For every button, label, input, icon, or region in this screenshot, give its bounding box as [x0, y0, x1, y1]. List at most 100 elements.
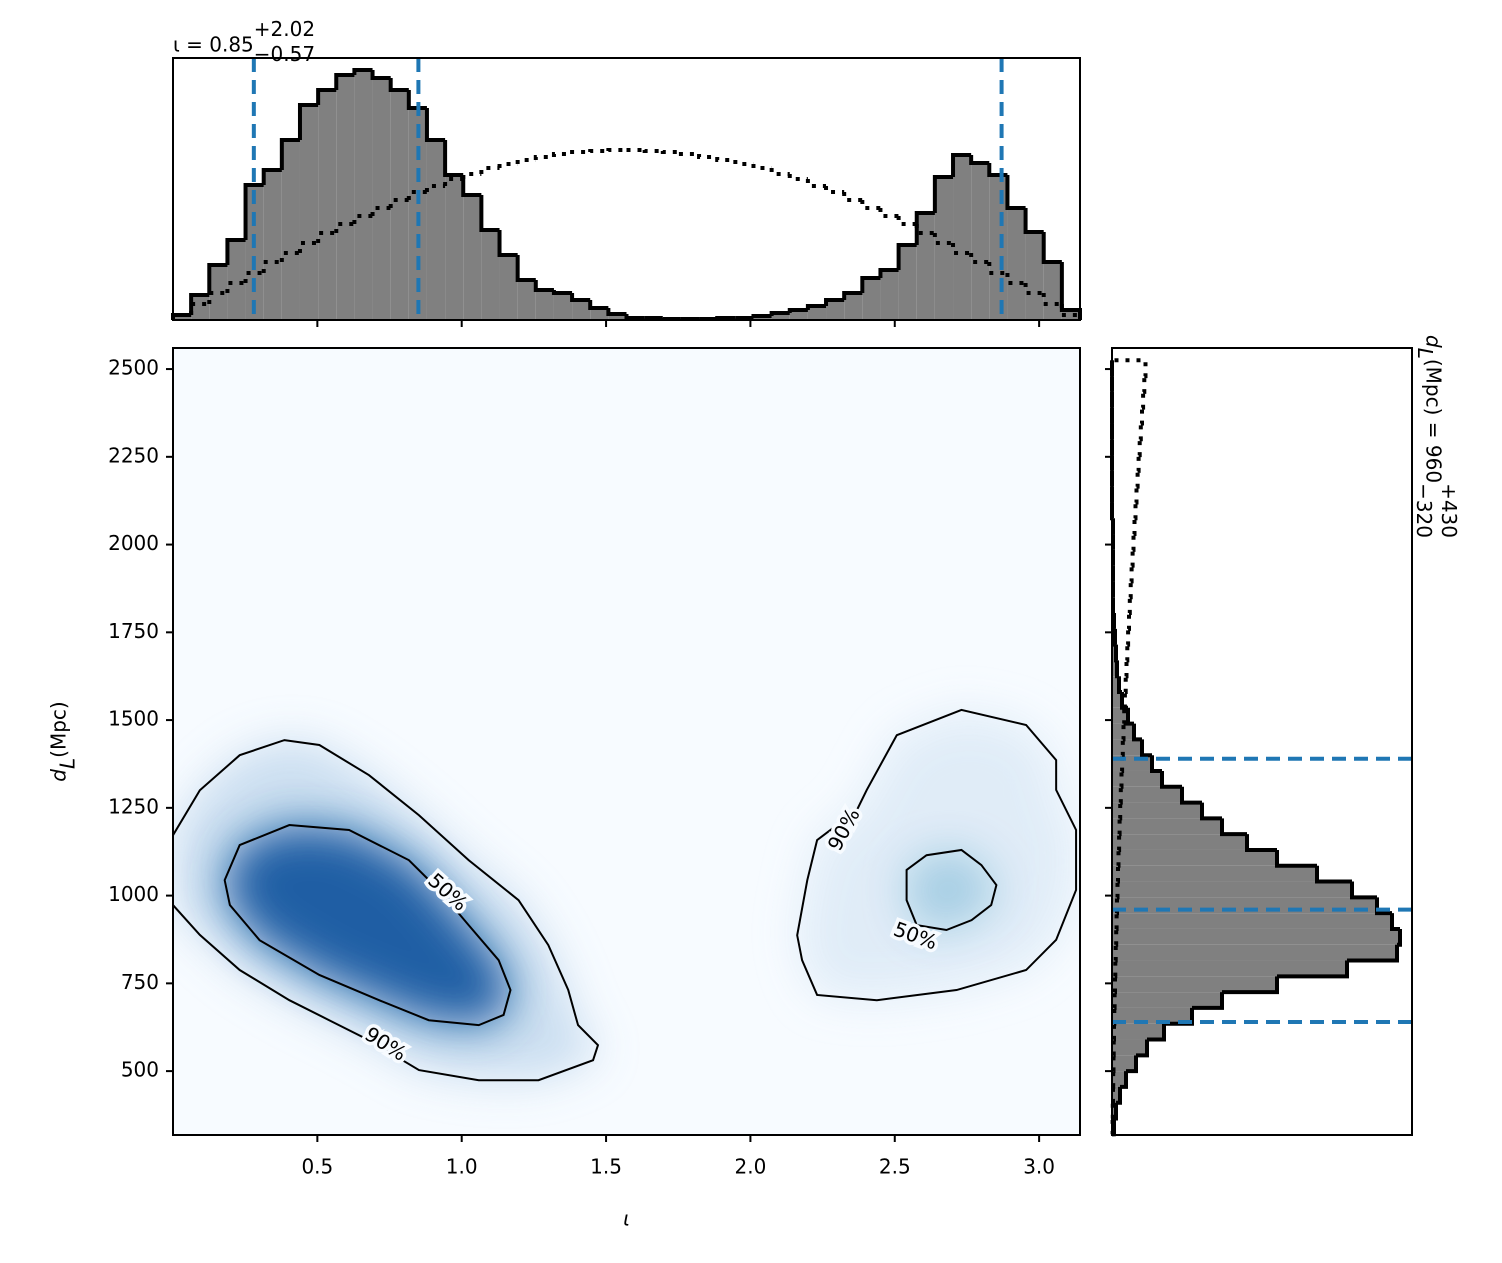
prior-histogram — [1127, 613, 1131, 631]
histogram-outline — [824, 298, 845, 306]
x-tick-label: 0.5 — [301, 1155, 333, 1179]
histogram-outline — [1041, 232, 1062, 264]
prior-histogram — [1115, 881, 1120, 900]
prior-histogram — [1129, 565, 1134, 584]
histogram-outline — [1126, 1055, 1138, 1074]
histogram-bar — [390, 90, 409, 320]
prior-histogram — [914, 224, 935, 235]
panel-title: dL (Mpc) = 960+430−320 — [1412, 335, 1461, 538]
histogram-bar — [1112, 834, 1247, 850]
y-tick-label: 2250 — [108, 443, 159, 467]
histogram-bar — [826, 300, 845, 320]
histogram-bar — [173, 315, 192, 320]
histogram-outline — [1245, 834, 1277, 852]
y-axis-label: dL (Mpc) — [47, 701, 80, 781]
histogram-bar — [572, 300, 591, 320]
histogram-bar — [336, 75, 355, 320]
histogram-bar — [1112, 1071, 1126, 1087]
histogram-outline — [1375, 897, 1392, 916]
histogram-outline — [279, 138, 300, 170]
histogram-outline — [842, 291, 863, 300]
superscript: +2.02 — [254, 17, 315, 41]
histogram-bar — [1112, 865, 1317, 882]
histogram-bar — [1112, 1039, 1147, 1056]
histogram-bar — [1112, 786, 1182, 803]
prior-histogram — [1123, 676, 1128, 695]
prior-histogram — [1005, 273, 1026, 285]
prior-histogram — [1121, 723, 1126, 742]
y-tick-label: 750 — [121, 970, 159, 994]
histogram-outline — [207, 263, 228, 295]
histogram-bar — [209, 265, 228, 320]
histogram-outline — [388, 78, 409, 92]
right-histogram — [1105, 347, 1413, 1137]
histogram-outline — [1140, 739, 1152, 758]
histogram-bar — [281, 140, 300, 320]
histogram-outline — [1023, 208, 1044, 234]
prior-histogram — [1116, 849, 1121, 868]
histogram-bar — [1061, 310, 1080, 320]
histogram-outline — [896, 243, 917, 270]
prior-histogram — [1140, 407, 1144, 426]
top-histogram — [171, 57, 1082, 327]
histogram-outline — [1132, 723, 1142, 742]
histogram-bar — [953, 155, 972, 320]
prior-histogram — [1134, 486, 1139, 505]
prior-histogram — [1122, 707, 1127, 726]
y-tick-label: 500 — [121, 1058, 159, 1082]
histogram-bar — [499, 255, 518, 320]
histogram-outline — [443, 140, 464, 177]
histogram-outline — [1117, 676, 1122, 695]
histogram-outline — [1115, 660, 1119, 679]
x-tick-label: 3.0 — [1023, 1155, 1055, 1179]
prior-histogram — [878, 208, 899, 218]
histogram-bar — [862, 278, 881, 320]
histogram-outline — [860, 276, 881, 293]
histogram-bar — [1112, 976, 1277, 993]
histogram-outline — [243, 183, 264, 240]
histogram-bar — [590, 308, 609, 320]
y-tick-label: 1750 — [108, 619, 159, 643]
histogram-outline — [769, 311, 790, 316]
subscript: L — [1413, 348, 1437, 359]
histogram-bar — [1112, 992, 1222, 1008]
x-tick-label: 1.0 — [446, 1155, 478, 1179]
histogram-outline — [969, 155, 990, 165]
histogram-outline — [479, 195, 500, 232]
histogram-outline — [1136, 1039, 1149, 1058]
histogram-bar — [245, 185, 264, 320]
prior-histogram — [1127, 597, 1132, 616]
prior-histogram — [352, 214, 373, 224]
prior-histogram — [588, 149, 609, 153]
y-tick-label: 1250 — [108, 794, 159, 818]
histogram-outline — [588, 300, 609, 310]
prior-histogram — [1133, 502, 1138, 521]
histogram-outline — [1150, 755, 1162, 773]
prior-histogram — [678, 152, 700, 156]
histogram-bar — [1112, 1086, 1120, 1103]
prior-histogram — [896, 216, 917, 226]
y-tick-label: 2000 — [108, 531, 159, 555]
histogram-outline — [1220, 818, 1247, 837]
histogram-bar — [1112, 802, 1202, 819]
prior-histogram — [1118, 786, 1123, 805]
prior-histogram — [951, 243, 972, 255]
contour-line — [223, 824, 512, 1027]
histogram-bar — [844, 293, 863, 320]
histogram-outline — [297, 103, 319, 140]
histogram-outline — [1350, 881, 1377, 900]
x-tick-label: 2.0 — [735, 1155, 767, 1179]
y-tick-label: 1000 — [108, 882, 159, 906]
prior-histogram — [987, 262, 1008, 275]
subscript: L — [56, 758, 80, 769]
prior-histogram — [660, 150, 681, 154]
prior-histogram — [515, 158, 536, 164]
prior-histogram — [334, 222, 355, 233]
histogram-outline — [606, 308, 627, 316]
histogram-bar — [1112, 818, 1222, 835]
histogram-outline — [570, 293, 591, 302]
prior-histogram — [1135, 470, 1140, 489]
histogram-bar — [299, 105, 319, 320]
